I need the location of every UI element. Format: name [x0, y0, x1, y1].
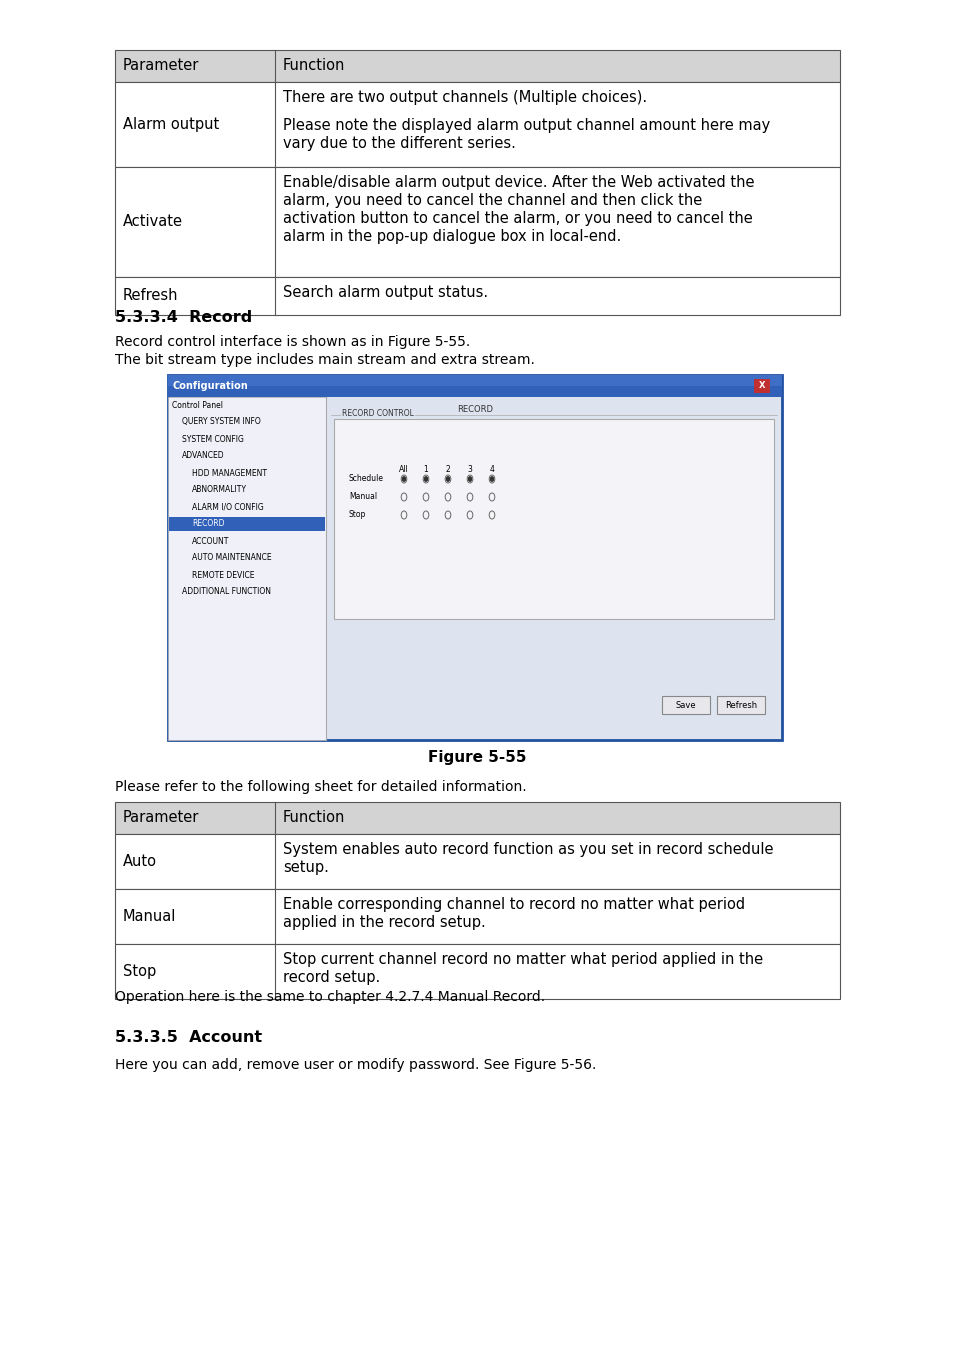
- Text: Figure 5-55: Figure 5-55: [427, 751, 526, 765]
- Text: Please note the displayed alarm output channel amount here may: Please note the displayed alarm output c…: [283, 117, 769, 134]
- Text: Record control interface is shown as in Figure 5-55.: Record control interface is shown as in …: [115, 335, 470, 350]
- Bar: [168, 397, 326, 740]
- Text: Manual: Manual: [349, 493, 376, 501]
- Text: Function: Function: [283, 58, 345, 73]
- Text: HDD MANAGEMENT: HDD MANAGEMENT: [192, 468, 267, 478]
- Bar: [334, 418, 773, 620]
- Text: applied in the record setup.: applied in the record setup.: [283, 915, 485, 930]
- Text: ALARM I/O CONFIG: ALARM I/O CONFIG: [192, 502, 263, 512]
- Text: Parameter: Parameter: [123, 810, 199, 825]
- Circle shape: [490, 477, 493, 481]
- Text: Please refer to the following sheet for detailed information.: Please refer to the following sheet for …: [115, 780, 526, 794]
- Text: Stop: Stop: [123, 964, 156, 979]
- Text: ACCOUNT: ACCOUNT: [192, 536, 229, 545]
- Text: Refresh: Refresh: [724, 701, 757, 710]
- Text: Search alarm output status.: Search alarm output status.: [283, 285, 488, 300]
- Text: Activate: Activate: [123, 215, 183, 230]
- Bar: [168, 375, 781, 386]
- Text: SYSTEM CONFIG: SYSTEM CONFIG: [182, 435, 244, 444]
- Text: System enables auto record function as you set in record schedule: System enables auto record function as y…: [283, 842, 773, 857]
- Text: QUERY SYSTEM INFO: QUERY SYSTEM INFO: [182, 417, 260, 427]
- Bar: [115, 50, 840, 82]
- Text: ADDITIONAL FUNCTION: ADDITIONAL FUNCTION: [182, 587, 271, 597]
- Text: REMOTE DEVICE: REMOTE DEVICE: [192, 571, 254, 579]
- Text: Stop: Stop: [349, 510, 366, 520]
- Circle shape: [424, 477, 427, 481]
- Text: Enable corresponding channel to record no matter what period: Enable corresponding channel to record n…: [283, 896, 744, 913]
- Text: activation button to cancel the alarm, or you need to cancel the: activation button to cancel the alarm, o…: [283, 211, 752, 225]
- Text: Here you can add, remove user or modify password. See Figure 5-56.: Here you can add, remove user or modify …: [115, 1058, 596, 1072]
- Circle shape: [446, 477, 449, 481]
- Text: Enable/disable alarm output device. After the Web activated the: Enable/disable alarm output device. Afte…: [283, 176, 754, 190]
- Bar: [168, 375, 781, 740]
- Bar: [169, 517, 325, 531]
- Bar: [115, 834, 840, 890]
- Text: 2: 2: [445, 464, 450, 474]
- Bar: [168, 375, 781, 397]
- Bar: [115, 167, 840, 277]
- Text: Schedule: Schedule: [349, 474, 384, 483]
- Text: Stop current channel record no matter what period applied in the: Stop current channel record no matter wh…: [283, 952, 762, 967]
- Text: vary due to the different series.: vary due to the different series.: [283, 136, 516, 151]
- Text: Function: Function: [283, 810, 345, 825]
- Text: ADVANCED: ADVANCED: [182, 451, 224, 460]
- Text: The bit stream type includes main stream and extra stream.: The bit stream type includes main stream…: [115, 352, 535, 367]
- Bar: [115, 944, 840, 999]
- Text: RECORD CONTROL: RECORD CONTROL: [341, 409, 414, 418]
- Text: ABNORMALITY: ABNORMALITY: [192, 486, 247, 494]
- Text: All: All: [398, 464, 409, 474]
- Bar: [115, 277, 840, 315]
- Text: Refresh: Refresh: [123, 289, 178, 304]
- Text: alarm in the pop-up dialogue box in local-end.: alarm in the pop-up dialogue box in loca…: [283, 230, 620, 244]
- Text: There are two output channels (Multiple choices).: There are two output channels (Multiple …: [283, 90, 646, 105]
- Text: X: X: [758, 382, 764, 390]
- Text: RECORD: RECORD: [192, 520, 224, 528]
- Bar: [717, 697, 764, 714]
- Circle shape: [468, 477, 471, 481]
- Bar: [115, 82, 840, 167]
- Text: Configuration: Configuration: [172, 381, 249, 392]
- Bar: [115, 890, 840, 944]
- Text: Alarm output: Alarm output: [123, 117, 219, 132]
- Text: Save: Save: [675, 701, 696, 710]
- Text: Control Panel: Control Panel: [172, 401, 223, 409]
- Text: 5.3.3.5  Account: 5.3.3.5 Account: [115, 1030, 262, 1045]
- Text: Auto: Auto: [123, 855, 157, 869]
- Text: Operation here is the same to chapter 4.2.7.4 Manual Record.: Operation here is the same to chapter 4.…: [115, 990, 544, 1004]
- Text: 4: 4: [489, 464, 494, 474]
- Circle shape: [402, 477, 405, 481]
- Bar: [661, 697, 709, 714]
- Bar: [753, 379, 769, 393]
- Text: setup.: setup.: [283, 860, 329, 875]
- Text: 5.3.3.4  Record: 5.3.3.4 Record: [115, 310, 252, 325]
- Text: Manual: Manual: [123, 909, 176, 923]
- Text: record setup.: record setup.: [283, 971, 380, 986]
- Text: alarm, you need to cancel the channel and then click the: alarm, you need to cancel the channel an…: [283, 193, 701, 208]
- Bar: [115, 802, 840, 834]
- Text: AUTO MAINTENANCE: AUTO MAINTENANCE: [192, 554, 272, 563]
- Text: 3: 3: [467, 464, 472, 474]
- Text: Parameter: Parameter: [123, 58, 199, 73]
- Text: 1: 1: [423, 464, 428, 474]
- Text: RECORD: RECORD: [456, 405, 493, 414]
